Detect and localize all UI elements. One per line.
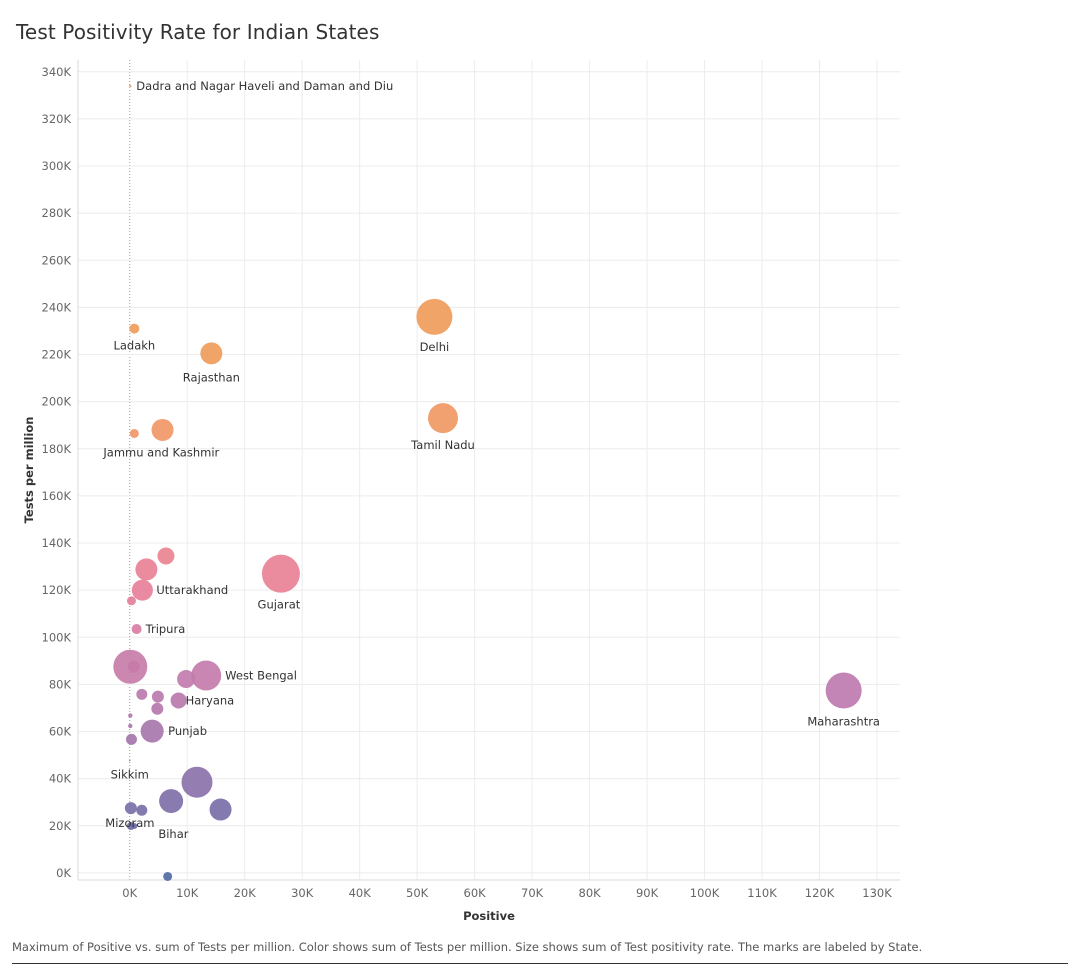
point-label: Tamil Nadu bbox=[410, 438, 475, 452]
data-point[interactable] bbox=[129, 323, 140, 334]
point-label: Mizoram bbox=[105, 816, 154, 830]
x-tick-label: 60K bbox=[464, 886, 487, 900]
y-tick-label: 180K bbox=[42, 442, 72, 456]
x-tick-label: 0K bbox=[122, 886, 137, 900]
y-tick-label: 60K bbox=[49, 725, 72, 739]
point-label: West Bengal bbox=[225, 668, 297, 682]
x-tick-label: 80K bbox=[579, 886, 602, 900]
data-point[interactable] bbox=[209, 798, 232, 821]
data-point[interactable] bbox=[140, 719, 164, 743]
data-point[interactable] bbox=[191, 660, 222, 691]
data-point[interactable] bbox=[131, 624, 142, 635]
x-tick-label: 20K bbox=[234, 886, 257, 900]
y-axis-ticks: 0K 20K 40K 60K 80K 100K 120K 140K 160K 180K 200K 22… bbox=[42, 65, 72, 880]
point-labels: Dadra and Nagar Haveli and Daman and Diu… bbox=[102, 79, 880, 841]
data-point[interactable] bbox=[125, 733, 137, 745]
data-point[interactable] bbox=[136, 688, 148, 700]
data-point[interactable] bbox=[151, 690, 164, 703]
data-point[interactable] bbox=[177, 670, 196, 689]
x-tick-label: 50K bbox=[406, 886, 429, 900]
data-point[interactable] bbox=[428, 403, 459, 434]
point-label: Jammu and Kashmir bbox=[102, 445, 219, 459]
y-tick-label: 220K bbox=[42, 348, 72, 362]
y-tick-label: 260K bbox=[42, 253, 72, 267]
y-tick-label: 200K bbox=[42, 395, 72, 409]
bottom-divider bbox=[12, 963, 1068, 964]
x-tick-label: 40K bbox=[349, 886, 372, 900]
point-label: Maharashtra bbox=[807, 715, 880, 729]
chart-caption: Maximum of Positive vs. sum of Tests per… bbox=[12, 940, 923, 954]
point-label: Tripura bbox=[145, 622, 186, 636]
x-axis-title: Positive bbox=[463, 909, 515, 923]
x-tick-label: 130K bbox=[862, 886, 892, 900]
data-point[interactable] bbox=[131, 823, 138, 830]
grid-lines bbox=[77, 60, 900, 881]
point-label: Ladakh bbox=[113, 339, 155, 353]
data-point[interactable] bbox=[129, 428, 139, 438]
point-label: Sikkim bbox=[111, 768, 149, 782]
point-label: Gujarat bbox=[258, 598, 301, 612]
data-point[interactable] bbox=[126, 596, 136, 606]
y-tick-label: 80K bbox=[49, 677, 72, 691]
point-label: Punjab bbox=[168, 724, 207, 738]
x-tick-label: 30K bbox=[291, 886, 314, 900]
data-point[interactable] bbox=[128, 723, 133, 729]
data-point[interactable] bbox=[135, 558, 158, 581]
y-tick-label: 280K bbox=[42, 206, 72, 220]
point-label: Dadra and Nagar Haveli and Daman and Diu bbox=[136, 79, 393, 93]
data-point[interactable] bbox=[136, 804, 148, 816]
data-point[interactable] bbox=[416, 298, 453, 335]
data-point[interactable] bbox=[181, 766, 213, 798]
data-point[interactable] bbox=[200, 342, 223, 365]
x-tick-label: 70K bbox=[521, 886, 544, 900]
data-point[interactable] bbox=[159, 789, 184, 814]
point-label: Rajasthan bbox=[183, 370, 240, 384]
data-point[interactable] bbox=[261, 554, 300, 593]
y-tick-label: 0K bbox=[56, 866, 71, 880]
y-tick-label: 100K bbox=[42, 630, 72, 644]
data-point[interactable] bbox=[151, 418, 174, 441]
data-point[interactable] bbox=[128, 713, 133, 718]
data-point[interactable] bbox=[131, 579, 153, 601]
data-point[interactable] bbox=[151, 702, 164, 715]
point-label: Uttarakhand bbox=[156, 583, 228, 597]
x-tick-label: 120K bbox=[805, 886, 835, 900]
y-tick-label: 140K bbox=[42, 536, 72, 550]
data-point[interactable] bbox=[124, 802, 137, 815]
point-label: Delhi bbox=[420, 340, 450, 354]
chart-title: Test Positivity Rate for Indian States bbox=[16, 20, 380, 44]
x-tick-label: 90K bbox=[636, 886, 659, 900]
x-tick-label: 10K bbox=[176, 886, 199, 900]
x-axis-ticks: 0K 10K 20K 30K 40K 50K 60K 70K 80K 90K 100K 110K 120… bbox=[122, 886, 892, 900]
y-tick-label: 20K bbox=[49, 819, 72, 833]
data-point[interactable] bbox=[825, 672, 862, 709]
data-point[interactable] bbox=[129, 84, 132, 88]
y-tick-label: 240K bbox=[42, 300, 72, 314]
y-tick-label: 300K bbox=[42, 159, 72, 173]
y-tick-label: 160K bbox=[42, 489, 72, 503]
x-tick-label: 100K bbox=[690, 886, 720, 900]
data-point[interactable] bbox=[163, 871, 173, 881]
point-label: Bihar bbox=[158, 827, 188, 841]
y-tick-label: 40K bbox=[49, 772, 72, 786]
y-axis-title: Tests per million bbox=[22, 417, 36, 524]
data-point[interactable] bbox=[170, 692, 187, 709]
x-tick-label: 110K bbox=[747, 886, 777, 900]
scatter-chart: 0K 10K 20K 30K 40K 50K 60K 70K 80K 90K 100K 110K 120… bbox=[22, 60, 900, 923]
point-label: Haryana bbox=[186, 693, 235, 707]
y-tick-label: 120K bbox=[42, 583, 72, 597]
data-point[interactable] bbox=[128, 759, 131, 762]
data-points bbox=[113, 84, 862, 881]
y-tick-label: 320K bbox=[42, 112, 72, 126]
data-point[interactable] bbox=[157, 547, 175, 565]
data-point[interactable] bbox=[127, 660, 140, 673]
y-tick-label: 340K bbox=[42, 65, 72, 79]
